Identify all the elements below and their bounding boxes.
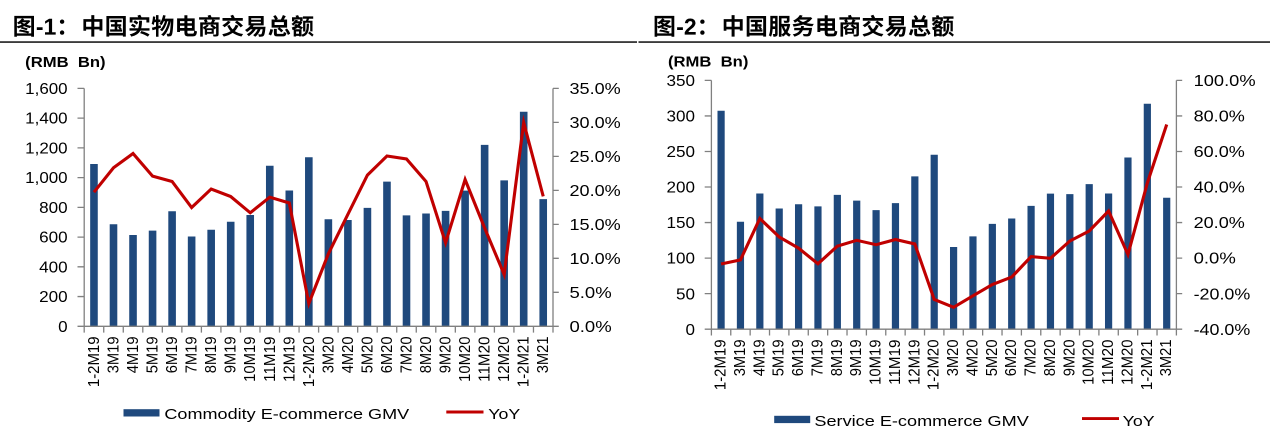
- svg-text:1,200: 1,200: [25, 140, 68, 157]
- svg-text:400: 400: [39, 259, 68, 276]
- svg-text:(RMB Bn): (RMB Bn): [25, 55, 106, 71]
- svg-text:3M19: 3M19: [106, 337, 123, 374]
- svg-text:11M19: 11M19: [887, 340, 904, 385]
- svg-text:1-2M19: 1-2M19: [713, 340, 730, 391]
- svg-text:-20.0%: -20.0%: [1194, 286, 1251, 303]
- svg-text:1-2M20: 1-2M20: [301, 337, 318, 388]
- svg-text:6M20: 6M20: [379, 337, 396, 374]
- svg-text:YoY: YoY: [488, 407, 521, 423]
- svg-text:11M20: 11M20: [1100, 340, 1117, 385]
- svg-text:3M21: 3M21: [1158, 340, 1175, 377]
- svg-text:40.0%: 40.0%: [1194, 180, 1245, 197]
- svg-text:5M19: 5M19: [771, 340, 788, 377]
- svg-text:10.0%: 10.0%: [570, 251, 621, 268]
- svg-text:5M20: 5M20: [359, 337, 376, 374]
- svg-text:60.0%: 60.0%: [1194, 144, 1245, 161]
- svg-text:9M20: 9M20: [1061, 340, 1078, 377]
- svg-text:7M20: 7M20: [399, 337, 416, 374]
- svg-text:4M20: 4M20: [964, 340, 981, 377]
- svg-text:4M19: 4M19: [125, 337, 142, 374]
- svg-text:4M20: 4M20: [340, 337, 357, 374]
- svg-text:80.0%: 80.0%: [1194, 109, 1245, 126]
- svg-text:12M20: 12M20: [496, 337, 513, 382]
- svg-text:3M19: 3M19: [732, 340, 749, 377]
- svg-text:8M19: 8M19: [203, 337, 220, 374]
- svg-text:3M21: 3M21: [535, 337, 552, 374]
- svg-text:5M20: 5M20: [984, 340, 1001, 377]
- svg-text:1-2M21: 1-2M21: [516, 337, 533, 388]
- svg-text:7M20: 7M20: [1023, 340, 1040, 377]
- svg-text:4M19: 4M19: [751, 340, 768, 377]
- svg-text:12M19: 12M19: [281, 337, 298, 382]
- svg-text:800: 800: [39, 200, 68, 217]
- svg-text:1,400: 1,400: [25, 111, 68, 128]
- svg-text:0.0%: 0.0%: [570, 319, 612, 336]
- svg-text:3M20: 3M20: [945, 340, 962, 377]
- svg-text:10M19: 10M19: [242, 337, 259, 382]
- svg-text:0: 0: [58, 319, 68, 336]
- svg-text:-40.0%: -40.0%: [1194, 322, 1251, 339]
- svg-text:12M20: 12M20: [1119, 340, 1136, 385]
- svg-text:(RMB Bn): (RMB Bn): [668, 54, 749, 70]
- svg-text:12M19: 12M19: [906, 340, 923, 385]
- svg-text:200: 200: [39, 289, 68, 306]
- svg-text:3M20: 3M20: [320, 337, 337, 374]
- svg-text:0.0%: 0.0%: [1194, 251, 1236, 268]
- svg-text:7M19: 7M19: [184, 337, 201, 374]
- svg-text:6M19: 6M19: [790, 340, 807, 377]
- svg-text:10M19: 10M19: [868, 340, 885, 385]
- svg-text:250: 250: [667, 144, 696, 161]
- svg-text:25.0%: 25.0%: [570, 149, 621, 166]
- svg-text:100.0%: 100.0%: [1194, 73, 1256, 90]
- svg-text:600: 600: [39, 230, 68, 247]
- svg-text:Commodity E-commerce GMV: Commodity E-commerce GMV: [164, 407, 409, 423]
- svg-text:7M19: 7M19: [809, 340, 826, 377]
- svg-text:50: 50: [676, 286, 695, 303]
- svg-text:20.0%: 20.0%: [1194, 215, 1245, 232]
- svg-text:350: 350: [667, 73, 696, 90]
- svg-text:6M19: 6M19: [164, 337, 181, 374]
- svg-text:9M19: 9M19: [848, 340, 865, 377]
- svg-text:0: 0: [686, 322, 696, 339]
- svg-text:10M20: 10M20: [457, 337, 474, 382]
- svg-text:30.0%: 30.0%: [570, 115, 621, 132]
- svg-text:8M19: 8M19: [829, 340, 846, 377]
- svg-text:Service E-commerce GMV: Service E-commerce GMV: [814, 414, 1029, 429]
- svg-text:1,000: 1,000: [25, 170, 68, 187]
- svg-text:1,600: 1,600: [25, 81, 68, 98]
- svg-text:1-2M19: 1-2M19: [86, 337, 103, 388]
- svg-text:11M20: 11M20: [477, 337, 494, 382]
- svg-text:YoY: YoY: [1123, 414, 1156, 429]
- svg-text:8M20: 8M20: [1042, 340, 1059, 377]
- svg-text:100: 100: [667, 251, 696, 268]
- svg-text:20.0%: 20.0%: [570, 183, 621, 200]
- svg-text:35.0%: 35.0%: [570, 81, 621, 98]
- svg-text:150: 150: [667, 215, 696, 232]
- svg-text:300: 300: [667, 109, 696, 126]
- svg-text:1-2M20: 1-2M20: [926, 340, 943, 391]
- svg-text:9M20: 9M20: [438, 337, 455, 374]
- svg-text:1-2M21: 1-2M21: [1139, 340, 1156, 391]
- svg-text:11M19: 11M19: [262, 337, 279, 382]
- svg-text:8M20: 8M20: [418, 337, 435, 374]
- svg-text:15.0%: 15.0%: [570, 217, 621, 234]
- svg-text:5.0%: 5.0%: [570, 285, 612, 302]
- svg-text:10M20: 10M20: [1081, 340, 1098, 385]
- svg-text:200: 200: [667, 180, 696, 197]
- svg-text:9M19: 9M19: [223, 337, 240, 374]
- svg-text:6M20: 6M20: [1003, 340, 1020, 377]
- svg-text:5M19: 5M19: [145, 337, 162, 374]
